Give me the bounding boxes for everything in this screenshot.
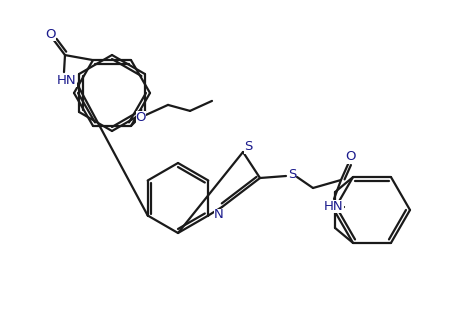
Text: HN: HN: [324, 199, 344, 212]
Text: O: O: [46, 28, 56, 41]
Text: N: N: [214, 209, 224, 222]
Text: S: S: [288, 167, 296, 180]
Text: HN: HN: [57, 74, 77, 87]
Text: S: S: [244, 140, 252, 153]
Text: O: O: [346, 151, 356, 164]
Text: O: O: [136, 111, 146, 124]
